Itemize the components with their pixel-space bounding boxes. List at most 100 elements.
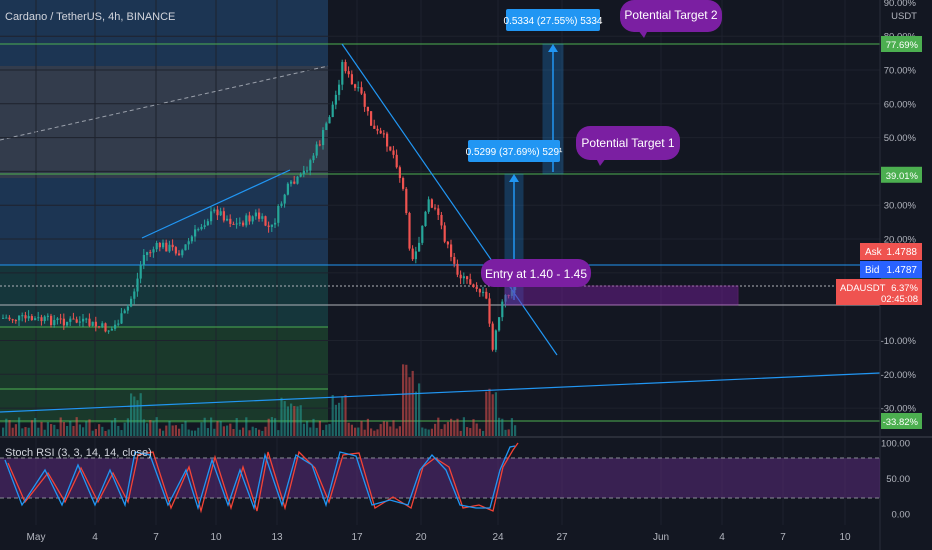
volume-bar — [171, 425, 174, 437]
candle-body — [482, 291, 485, 293]
volume-bar — [251, 426, 254, 437]
volume-bar — [293, 406, 296, 437]
candle-body — [149, 252, 152, 254]
volume-bar — [21, 428, 24, 437]
volume-bar — [136, 400, 139, 437]
candle-body — [466, 276, 469, 280]
volume-bar — [91, 430, 94, 437]
candle-body — [82, 318, 85, 322]
candle-body — [370, 111, 373, 126]
volume-bar — [414, 391, 417, 437]
candle-body — [117, 323, 120, 325]
candle-body — [123, 310, 126, 314]
measure-arrowhead-1 — [509, 174, 519, 182]
entry-zone — [504, 285, 739, 306]
candle-body — [309, 160, 312, 171]
volume-bar — [18, 417, 21, 437]
volume-bar — [59, 417, 62, 437]
candle-body — [101, 323, 104, 327]
volume-bar — [478, 428, 481, 437]
candle-body — [277, 205, 280, 223]
candle-body — [299, 174, 302, 177]
candle-body — [126, 306, 129, 311]
volume-bar — [101, 426, 104, 437]
bid-badge — [860, 261, 922, 278]
candle-body — [5, 317, 8, 319]
candle-body — [507, 295, 510, 297]
volume-bar — [466, 427, 469, 437]
candle-body — [450, 244, 453, 257]
measure-label-1: 0.5299 (37.69%) 529¹ — [466, 147, 563, 158]
candle-body — [235, 223, 238, 225]
time-tick: 27 — [556, 532, 568, 543]
volume-bar — [216, 421, 219, 437]
price-tick: 50.00% — [884, 133, 917, 144]
candle-body — [78, 321, 81, 323]
volume-bar — [210, 417, 213, 437]
volume-bar — [318, 420, 321, 437]
candle-body — [107, 330, 110, 332]
volume-bar — [344, 394, 347, 437]
volume-bar — [363, 429, 366, 437]
volume-bar — [43, 429, 46, 437]
volume-bar — [302, 423, 305, 437]
level-badge — [881, 413, 922, 429]
candle-body — [178, 253, 181, 256]
level-badge-label: 77.69% — [886, 40, 919, 51]
time-axis-ticks: May 4 7 10 13 17 20 24 27 Jun 4 7 10 — [27, 532, 851, 543]
volume-bar — [187, 429, 190, 437]
volume-bar — [222, 426, 225, 437]
candle-body — [187, 241, 190, 245]
volume-bar — [398, 426, 401, 437]
volume-bar — [437, 417, 440, 437]
candle-body — [459, 274, 462, 279]
volume-bar — [46, 421, 49, 437]
candle-body — [491, 323, 494, 350]
candle-body — [8, 317, 11, 320]
candle-body — [136, 278, 139, 292]
volume-bar — [66, 425, 69, 437]
volume-bar — [203, 417, 206, 437]
volume-bar — [123, 422, 126, 437]
volume-bar — [242, 427, 245, 437]
volume-bar — [309, 427, 312, 437]
candle-body — [258, 212, 261, 219]
time-tick: 24 — [492, 532, 504, 543]
candle-body — [75, 319, 78, 323]
volume-bar — [270, 417, 273, 437]
stoch-band — [0, 458, 880, 498]
candle-body — [498, 317, 501, 331]
volume-bar — [37, 427, 40, 437]
volume-bar — [206, 428, 209, 437]
volume-bar — [149, 420, 152, 437]
chart-title: Cardano / TetherUS, 4h, BINANCE — [5, 11, 175, 23]
candle-body — [24, 315, 27, 319]
stoch-d-line — [7, 442, 519, 514]
candle-body — [27, 316, 30, 319]
candle-body — [270, 224, 273, 227]
volume-bar — [50, 424, 53, 437]
candle-body — [206, 221, 209, 226]
volume-bar — [440, 428, 443, 437]
volume-bar — [27, 427, 30, 437]
volume-bar — [200, 422, 203, 437]
candle-body — [254, 212, 257, 217]
price-tick: -20.00% — [881, 370, 917, 381]
candle-body — [66, 321, 69, 326]
level-badge-label: -33.82% — [883, 417, 919, 428]
candle-body — [274, 222, 277, 225]
price-tick: 70.00% — [884, 65, 917, 76]
candle-body — [379, 130, 382, 134]
candle-body — [59, 318, 62, 320]
time-tick: 20 — [415, 532, 427, 543]
volume-bar — [194, 430, 197, 437]
volume-bar — [184, 420, 187, 437]
volume-bar — [430, 428, 433, 437]
volume-bar — [229, 423, 232, 437]
bid-label: Bid — [865, 265, 879, 276]
volume-bar — [498, 417, 501, 437]
target2-label: Potential Target 2 — [624, 8, 718, 22]
candle-body — [504, 295, 507, 302]
candle-body — [155, 242, 158, 250]
